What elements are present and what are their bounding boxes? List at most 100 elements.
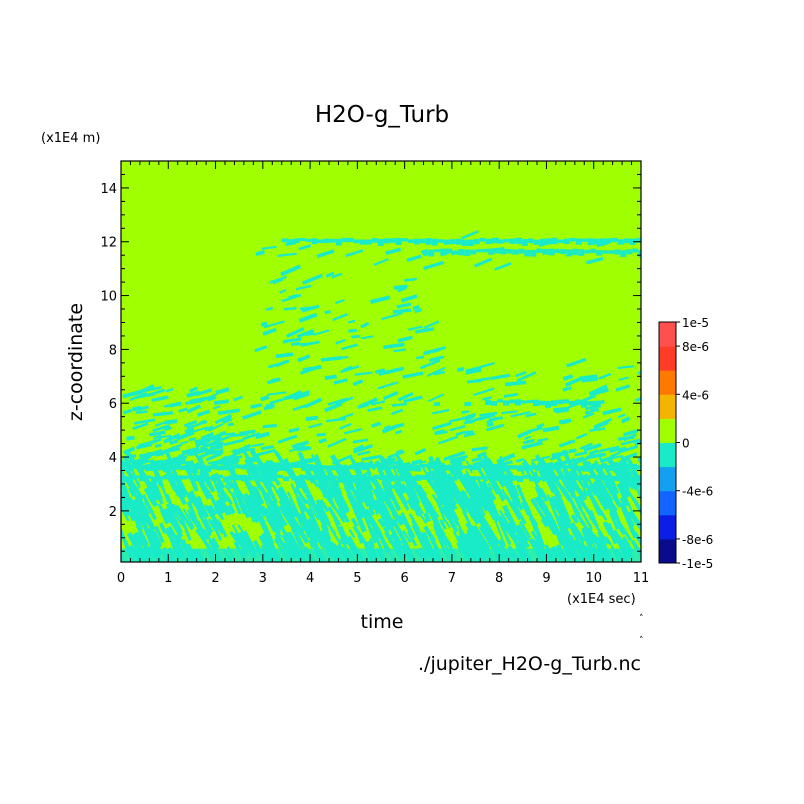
heatmap-streak <box>501 488 514 509</box>
heatmap-streak <box>327 397 349 406</box>
heatmap-streak <box>371 400 386 406</box>
heatmap-streak <box>393 284 408 290</box>
heatmap-band <box>608 250 615 254</box>
heatmap-streak <box>215 481 229 503</box>
heatmap-band <box>595 474 601 482</box>
heatmap-streak <box>487 482 494 491</box>
heatmap-band <box>217 474 223 479</box>
heatmap-streak <box>569 456 585 464</box>
heatmap-band <box>295 464 301 468</box>
heatmap-band <box>421 474 427 480</box>
heatmap-streak <box>476 509 496 537</box>
heatmap-streak <box>598 372 612 380</box>
heatmap-band <box>638 250 641 257</box>
heatmap-band <box>443 239 450 245</box>
colorbar-swatch <box>659 394 676 419</box>
heatmap-streak <box>347 319 356 324</box>
heatmap-streak <box>464 430 474 435</box>
heatmap-band <box>319 465 325 470</box>
heatmap-band <box>205 476 211 480</box>
colorbar-swatch <box>659 514 676 540</box>
x-unit-label: (x1E4 sec) <box>567 592 636 607</box>
heatmap-band <box>481 464 487 469</box>
heatmap-streak <box>214 433 222 440</box>
heatmap-band <box>395 237 402 245</box>
heatmap-streak <box>354 371 373 376</box>
heatmap-streak <box>482 396 493 401</box>
heatmap-streak <box>333 378 348 385</box>
heatmap-band <box>593 238 600 245</box>
heatmap-band <box>449 239 456 245</box>
heatmap-streak <box>186 404 202 414</box>
heatmap-band <box>499 463 505 470</box>
heatmap-band <box>623 238 630 244</box>
heatmap-streak <box>217 521 228 538</box>
heatmap-band <box>535 476 541 481</box>
heatmap-streak <box>254 345 268 353</box>
heatmap-streak <box>537 437 549 443</box>
heatmap-streak <box>566 519 572 529</box>
y-tick-label: 2 <box>109 505 117 520</box>
x-tick-label: 5 <box>353 571 361 586</box>
colorbar-swatch <box>659 466 676 492</box>
heatmap-streak <box>353 479 364 504</box>
heatmap-streak <box>460 410 470 415</box>
y-tick-label: 10 <box>100 290 117 305</box>
heatmap-streak <box>396 302 412 309</box>
heatmap-streak <box>617 365 635 370</box>
heatmap-streak <box>390 517 402 533</box>
heatmap-streak <box>553 406 570 413</box>
colorbar-tick-label: -1e-5 <box>682 557 713 571</box>
heatmap-streak <box>627 502 637 519</box>
heatmap-band <box>632 248 639 253</box>
heatmap-band <box>455 238 462 245</box>
heatmap-streak <box>486 421 494 428</box>
heatmap-streak <box>515 524 530 543</box>
heatmap-streak <box>227 461 239 468</box>
x-tick-label: 10 <box>585 571 602 586</box>
heatmap-band <box>151 476 157 484</box>
heatmap-band <box>341 237 348 243</box>
heatmap-streak <box>503 392 519 398</box>
heatmap-streak <box>505 380 527 387</box>
heatmap-band <box>253 464 259 472</box>
heatmap-band <box>464 249 471 256</box>
source-filename: ./jupiter_H2O-g_Turb.nc <box>418 653 641 675</box>
heatmap-streak <box>536 423 545 429</box>
heatmap-band <box>601 475 607 481</box>
heatmap-band <box>509 238 516 244</box>
colorbar-swatch <box>659 346 676 371</box>
heatmap-band <box>497 239 504 244</box>
heatmap-streak <box>345 249 364 257</box>
heatmap-band <box>281 238 288 243</box>
heatmap-band <box>488 248 495 255</box>
heatmap-streak <box>423 320 440 329</box>
heatmap-streak <box>476 451 487 458</box>
heatmap-streak <box>451 467 457 477</box>
heatmap-band <box>241 474 247 482</box>
heatmap-streak <box>165 387 174 393</box>
heatmap-band <box>229 475 235 481</box>
heatmap-streak <box>371 476 393 506</box>
heatmap-band <box>479 237 486 242</box>
heatmap-band <box>473 238 480 245</box>
heatmap-streak <box>334 488 344 501</box>
heatmap-band <box>497 399 503 403</box>
heatmap-streak <box>186 509 196 523</box>
heatmap-streak <box>158 522 167 534</box>
heatmap-band <box>569 237 576 242</box>
heatmap-band <box>451 476 457 481</box>
heatmap-streak <box>456 534 468 549</box>
x-tick-label: 2 <box>211 571 219 586</box>
heatmap-band <box>415 474 421 481</box>
heatmap-streak <box>588 449 599 456</box>
heatmap-band <box>629 238 636 245</box>
heatmap-streak <box>504 460 513 466</box>
heatmap-band <box>596 250 603 256</box>
heatmap-band <box>437 239 444 243</box>
heatmap-streak <box>255 431 270 440</box>
heatmap-band <box>349 465 355 470</box>
heatmap-streak <box>267 507 281 534</box>
heatmap-streak <box>242 432 261 441</box>
heatmap-band <box>613 464 619 472</box>
